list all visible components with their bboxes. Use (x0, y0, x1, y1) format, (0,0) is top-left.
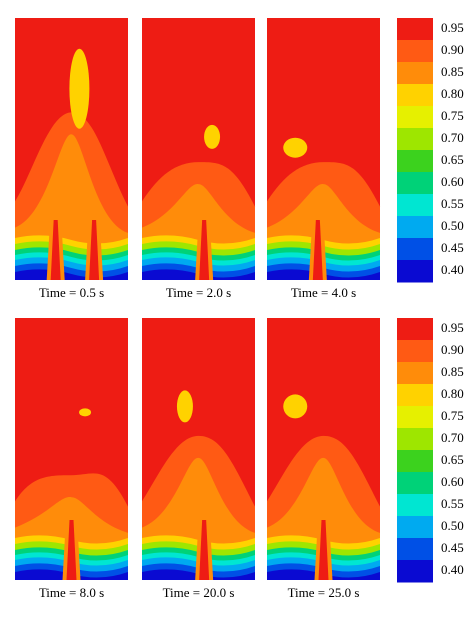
colorbar-band (397, 340, 433, 363)
time-label: Time = 8.0 s (39, 585, 104, 600)
contour-panel (142, 18, 255, 280)
colorbar-band (397, 62, 433, 85)
contour-panel (142, 318, 255, 580)
colorbar-tick-label: 0.80 (441, 86, 464, 101)
colorbar-band (397, 538, 433, 561)
colorbar-tick-label: 0.90 (441, 342, 464, 357)
contour-jet (66, 520, 77, 580)
colorbar-band (397, 128, 433, 151)
time-label: Time = 25.0 s (288, 585, 360, 600)
colorbar-tick-label: 0.65 (441, 152, 464, 167)
colorbar-tick-label: 0.60 (441, 474, 464, 489)
contour-jet (50, 220, 61, 280)
time-label: Time = 2.0 s (166, 285, 231, 300)
colorbar-tick-label: 0.95 (441, 320, 464, 335)
colorbar-band (397, 384, 433, 407)
colorbar-tick-label: 0.60 (441, 174, 464, 189)
contour-region (204, 124, 221, 149)
colorbar-band (397, 40, 433, 63)
time-label: Time = 0.5 s (39, 285, 104, 300)
contour-region (79, 408, 92, 417)
colorbar-band (397, 216, 433, 239)
colorbar-tick-label: 0.50 (441, 218, 464, 233)
colorbar-tick-label: 0.40 (441, 262, 464, 277)
colorbar-tick-label: 0.55 (441, 196, 464, 211)
colorbar-band (397, 406, 433, 429)
colorbar-band (397, 18, 433, 41)
colorbar-band (397, 362, 433, 385)
colorbar-band (397, 260, 433, 283)
time-label: Time = 20.0 s (163, 585, 235, 600)
colorbar-tick-label: 0.55 (441, 496, 464, 511)
contour-jet (318, 520, 329, 580)
colorbar-band (397, 318, 433, 341)
contour-panel (15, 318, 128, 580)
contour-panel (267, 318, 380, 580)
colorbar-band (397, 428, 433, 451)
colorbar-tick-label: 0.80 (441, 386, 464, 401)
colorbar-band (397, 106, 433, 129)
colorbar-tick-label: 0.65 (441, 452, 464, 467)
colorbar-band (397, 84, 433, 107)
colorbar-tick-label: 0.75 (441, 408, 464, 423)
colorbar-band (397, 494, 433, 517)
colorbar-tick-label: 0.75 (441, 108, 464, 123)
contour-region (176, 390, 193, 423)
contour-panel (267, 18, 380, 280)
colorbar-tick-label: 0.45 (441, 240, 464, 255)
colorbar-band (397, 194, 433, 217)
colorbar-band (397, 172, 433, 195)
contour-jet (199, 220, 210, 280)
colorbar-tick-label: 0.90 (441, 42, 464, 57)
contour-jet (89, 220, 100, 280)
time-label: Time = 4.0 s (291, 285, 356, 300)
colorbar-tick-label: 0.85 (441, 364, 464, 379)
contour-panel (15, 18, 128, 280)
colorbar-band (397, 238, 433, 261)
colorbar-tick-label: 0.45 (441, 540, 464, 555)
contour-region (283, 137, 308, 158)
colorbar-tick-label: 0.85 (441, 64, 464, 79)
contour-region (283, 394, 308, 419)
contour-band (15, 269, 128, 280)
colorbar-tick-label: 0.70 (441, 430, 464, 445)
colorbar-band (397, 150, 433, 173)
contour-jet (199, 520, 210, 580)
colorbar-tick-label: 0.50 (441, 518, 464, 533)
colorbar-tick-label: 0.40 (441, 562, 464, 577)
contour-region (69, 48, 90, 129)
contour-jet (312, 220, 323, 280)
colorbar-band (397, 516, 433, 539)
colorbar-tick-label: 0.70 (441, 130, 464, 145)
colorbar-band (397, 472, 433, 495)
colorbar-band (397, 560, 433, 583)
colorbar-band (397, 450, 433, 473)
colorbar-tick-label: 0.95 (441, 20, 464, 35)
